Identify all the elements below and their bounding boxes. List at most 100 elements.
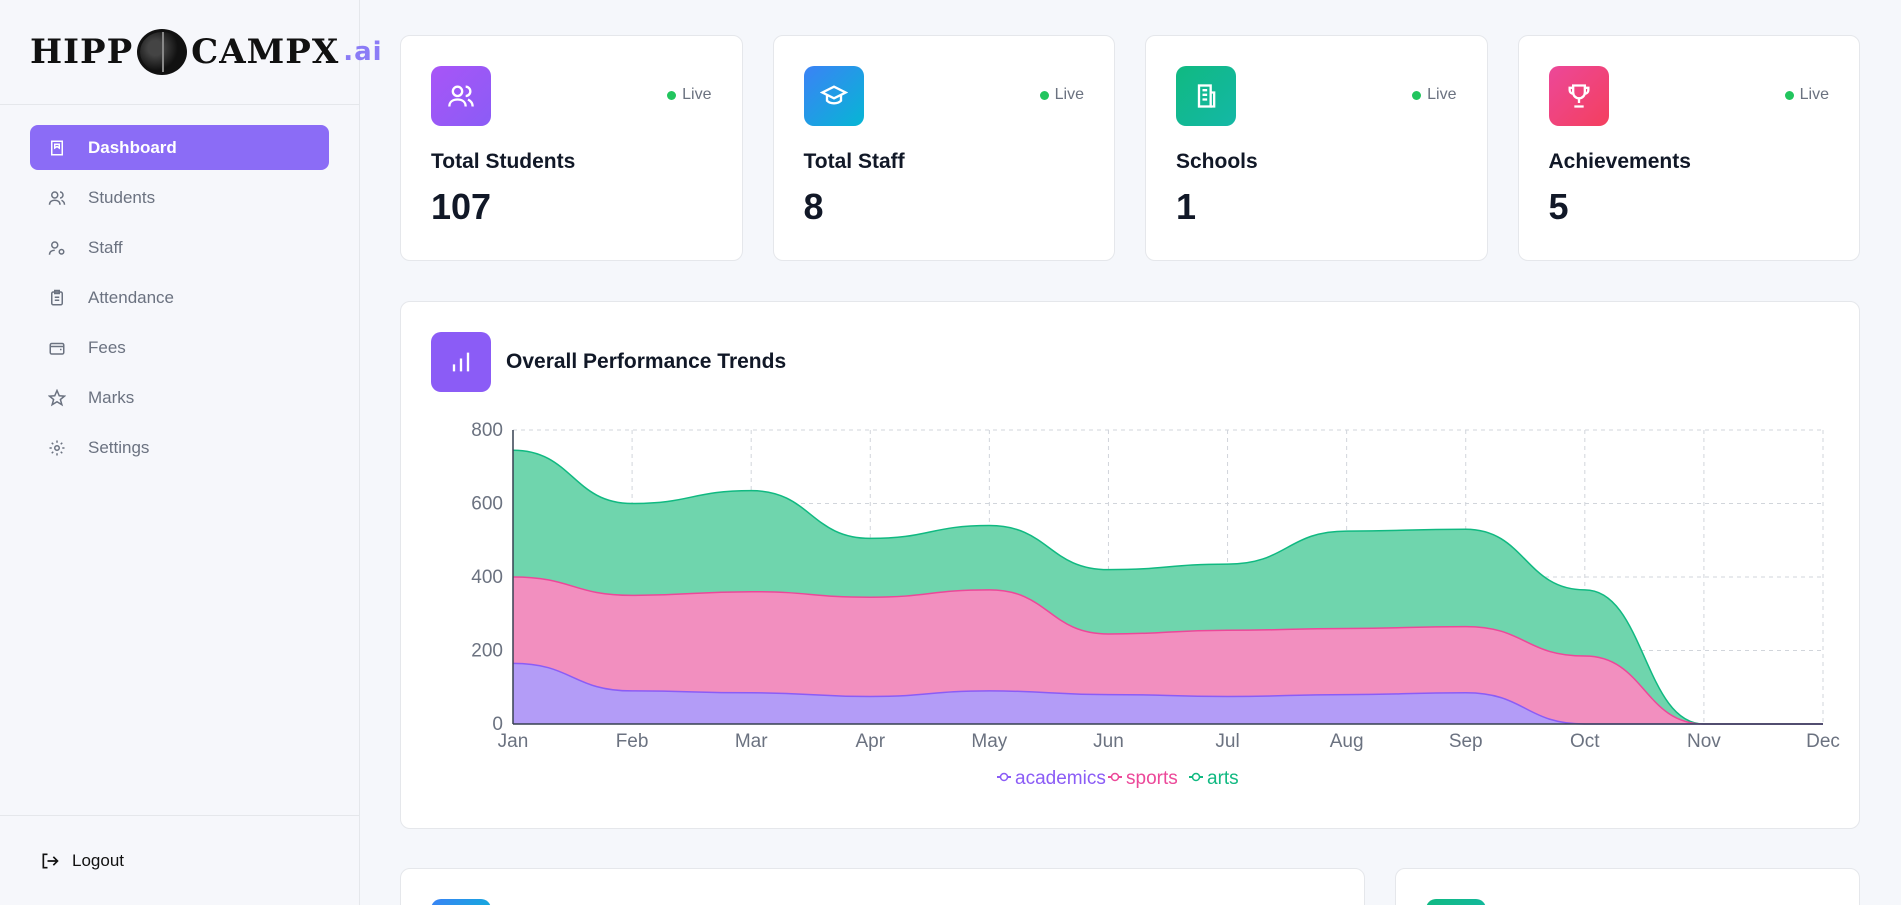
- x-tick-label: Oct: [1570, 731, 1600, 752]
- brand-suffix: .ai: [343, 37, 383, 67]
- sidebar-item-label: Settings: [88, 437, 150, 457]
- live-label: Live: [1799, 86, 1829, 103]
- performance-chart-card: Overall Performance Trends 0 200 400 600 800…: [400, 301, 1860, 829]
- stats-row: Live Total Students 107 Live Total Staff…: [400, 35, 1860, 261]
- legend-label-sports: sports: [1126, 768, 1178, 789]
- stat-label: Achievements: [1548, 150, 1691, 173]
- live-badge: Live: [1412, 86, 1457, 104]
- stat-card-schools: Live Schools 1: [1145, 35, 1488, 261]
- book-icon: [46, 137, 68, 159]
- x-tick-label: Nov: [1687, 731, 1721, 752]
- x-tick-label: Jun: [1093, 731, 1124, 752]
- area-academics: [513, 663, 1823, 724]
- legend-dot-academics: [999, 772, 1009, 782]
- main-content: Live Total Students 107 Live Total Staff…: [400, 35, 1860, 829]
- sidebar-item-staff[interactable]: Staff: [30, 225, 329, 270]
- sidebar: HIPP CAMPX .ai Dashboard Students Staff …: [0, 0, 382, 905]
- x-tick-label: May: [971, 731, 1007, 752]
- y-tick-label: 400: [471, 567, 503, 588]
- card-icon: [1426, 899, 1486, 905]
- x-tick-label: Feb: [616, 731, 649, 752]
- logout-label: Logout: [72, 850, 124, 870]
- x-tick-label: Dec: [1806, 731, 1840, 752]
- x-tick-label: Mar: [735, 731, 768, 752]
- brand-wordmark: HIPP CAMPX .ai: [30, 29, 383, 75]
- y-tick-label: 0: [492, 714, 503, 735]
- wallet-icon: [46, 337, 68, 359]
- x-tick-label: Apr: [855, 731, 885, 752]
- sidebar-item-dashboard[interactable]: Dashboard: [30, 125, 329, 170]
- gear-icon: [46, 437, 68, 459]
- sidebar-item-label: Dashboard: [88, 137, 177, 157]
- users-icon: [431, 66, 491, 126]
- sidebar-item-marks[interactable]: Marks: [30, 375, 329, 420]
- y-tick-label: 200: [471, 641, 503, 662]
- logout-area: Logout: [0, 815, 360, 905]
- stat-label: Total Staff: [803, 150, 905, 173]
- card-icon: [431, 899, 491, 905]
- users-icon: [46, 187, 68, 209]
- sidebar-item-label: Students: [88, 187, 156, 207]
- y-tick-label: 600: [471, 494, 503, 515]
- y-tick-label: 800: [471, 420, 503, 441]
- graduation-cap-icon: [803, 66, 864, 126]
- sidebar-item-students[interactable]: Students: [30, 175, 329, 220]
- live-label: Live: [1427, 86, 1457, 103]
- legend-dot-arts: [1191, 772, 1201, 782]
- sidebar-item-fees[interactable]: Fees: [30, 325, 329, 370]
- live-dot-icon: [1412, 90, 1422, 100]
- brand-logo[interactable]: HIPP CAMPX .ai: [0, 0, 382, 105]
- sidebar-nav: Dashboard Students Staff Attendance Fees…: [0, 105, 359, 495]
- bottom-card-left: [400, 868, 1365, 905]
- sidebar-item-label: Attendance: [88, 287, 175, 307]
- sidebar-item-settings[interactable]: Settings: [30, 425, 329, 470]
- stat-value: 5: [1548, 186, 1569, 227]
- live-label: Live: [1054, 86, 1084, 103]
- stat-label: Total Students: [431, 150, 576, 173]
- x-tick-label: Aug: [1330, 731, 1364, 752]
- stat-card-achievements: Live Achievements 5: [1517, 35, 1860, 261]
- brand-name-right: CAMPX: [191, 32, 340, 72]
- live-badge: Live: [1039, 86, 1084, 104]
- x-tick-label: Jan: [498, 731, 529, 752]
- logout-icon: [42, 853, 59, 868]
- stat-value: 107: [431, 186, 492, 227]
- sidebar-item-attendance[interactable]: Attendance: [30, 275, 329, 320]
- legend-label-arts: arts: [1207, 768, 1239, 789]
- live-dot-icon: [1039, 90, 1049, 100]
- brand-name-left: HIPP: [30, 32, 134, 72]
- area-arts: [513, 450, 1823, 724]
- bar-chart-icon: [431, 332, 491, 392]
- live-badge: Live: [1784, 86, 1829, 104]
- logout-button[interactable]: Logout: [40, 851, 124, 871]
- building-icon: [1176, 66, 1236, 126]
- sidebar-item-label: Marks: [88, 387, 135, 407]
- stat-card-total-students: Live Total Students 107: [400, 35, 743, 261]
- stat-label: Schools: [1176, 150, 1258, 173]
- stat-value: 8: [803, 186, 824, 227]
- trophy-icon: [1548, 66, 1609, 126]
- legend-dot-sports: [1110, 772, 1120, 782]
- bottom-card-right: [1395, 868, 1860, 905]
- area-sports: [513, 577, 1823, 724]
- live-badge: Live: [667, 86, 712, 104]
- chart-header: Overall Performance Trends: [431, 332, 786, 392]
- line-arts: [512, 449, 1823, 725]
- x-tick-label: Sep: [1449, 731, 1483, 752]
- user-cog-icon: [46, 237, 68, 259]
- sidebar-item-label: Staff: [88, 237, 123, 257]
- sidebar-item-label: Fees: [88, 337, 126, 357]
- live-label: Live: [682, 86, 712, 103]
- star-icon: [46, 387, 68, 409]
- stat-card-total-staff: Live Total Staff 8: [772, 35, 1115, 261]
- stat-value: 1: [1176, 186, 1197, 227]
- clipboard-icon: [46, 287, 68, 309]
- line-sports: [512, 576, 1823, 725]
- chart-title: Overall Performance Trends: [506, 350, 787, 373]
- live-dot-icon: [1784, 90, 1794, 100]
- x-tick-label: Jul: [1215, 731, 1239, 752]
- live-dot-icon: [667, 90, 677, 100]
- legend-label-academics: academics: [1015, 768, 1106, 789]
- performance-area-chart: 0 200 400 600 800 Jan Feb Mar Apr May Jun Jul Aug Sep…: [471, 420, 1840, 789]
- brain-logo-icon: [137, 29, 188, 75]
